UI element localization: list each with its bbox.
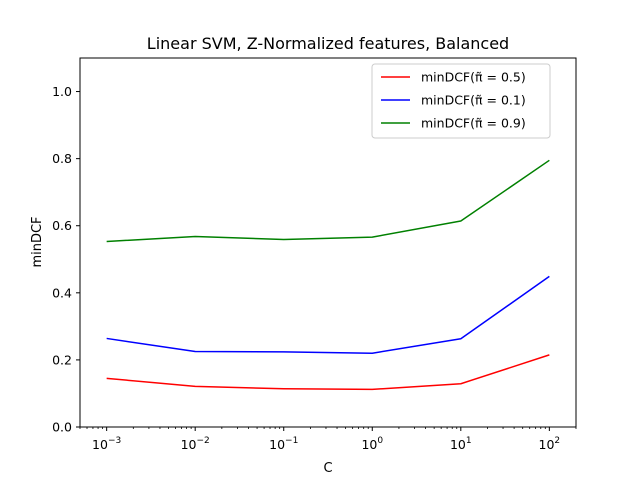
y-tick-label: 0.2	[52, 352, 72, 367]
legend-label: minDCF(π̃ = 0.1)	[421, 93, 526, 108]
series-lines	[106, 159, 550, 391]
legend: minDCF(π̃ = 0.5) minDCF(π̃ = 0.1) minDCF(π…	[371, 63, 551, 139]
plot-frame	[79, 57, 577, 428]
x-axis-label: C	[323, 461, 332, 476]
chart-title: Linear SVM, Z-Normalized features, Balan…	[147, 34, 509, 53]
y-axis: 0.0 0.2 0.4 0.6 0.8 1.0	[52, 84, 80, 435]
series-line	[106, 275, 550, 354]
y-tick-label: 1.0	[52, 84, 72, 99]
x-tick-label: 100	[361, 436, 383, 452]
y-tick-label: 0.6	[52, 218, 72, 233]
y-axis-label: minDCF	[30, 216, 45, 267]
x-tick-label: 10−2	[181, 436, 210, 452]
series-line	[106, 159, 550, 243]
y-tick-label: 0.0	[52, 420, 72, 435]
x-tick-label: 101	[450, 436, 472, 452]
x-tick-label: 102	[539, 436, 561, 452]
x-axis: 10−3 10−2 10−1 100 101 102	[79, 427, 577, 452]
legend-box	[371, 63, 551, 139]
series-line	[106, 354, 550, 391]
legend-label: minDCF(π̃ = 0.9)	[421, 116, 526, 131]
legend-label: minDCF(π̃ = 0.5)	[421, 70, 526, 85]
x-tick-label: 10−1	[269, 436, 298, 452]
y-tick-label: 0.4	[52, 285, 72, 300]
plot-area	[79, 57, 577, 428]
y-tick-label: 0.8	[52, 151, 72, 166]
x-tick-label: 10−3	[92, 436, 121, 452]
